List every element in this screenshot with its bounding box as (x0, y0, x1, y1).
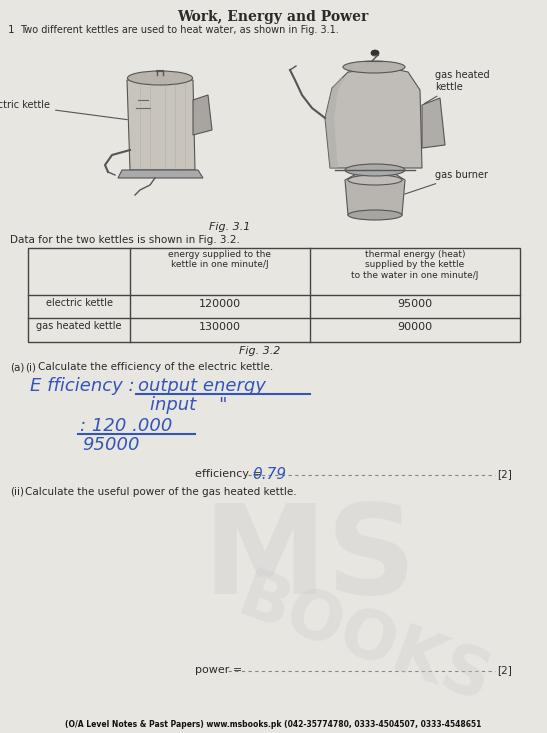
Polygon shape (422, 98, 445, 148)
Text: E fficiency :: E fficiency : (30, 377, 135, 395)
Polygon shape (127, 80, 195, 170)
Ellipse shape (345, 164, 405, 176)
Polygon shape (325, 78, 345, 168)
Text: energy supplied to the
kettle in one minute/J: energy supplied to the kettle in one min… (168, 250, 271, 270)
Polygon shape (325, 68, 422, 168)
Text: MS: MS (203, 499, 417, 621)
Text: Fig. 3.2: Fig. 3.2 (240, 346, 281, 356)
Polygon shape (118, 170, 203, 178)
Text: : 120 .000: : 120 .000 (80, 417, 172, 435)
Text: gas heated
kettle: gas heated kettle (424, 70, 490, 103)
Ellipse shape (348, 210, 402, 220)
Text: (O/A Level Notes & Past Papers) www.msbooks.pk (042-35774780, 0333-4504507, 0333: (O/A Level Notes & Past Papers) www.msbo… (65, 720, 481, 729)
Text: [2]: [2] (497, 469, 512, 479)
Text: 95000: 95000 (82, 436, 139, 454)
Text: 1: 1 (8, 25, 15, 35)
Text: Calculate the useful power of the gas heated kettle.: Calculate the useful power of the gas he… (25, 487, 296, 497)
Text: efficiency =: efficiency = (195, 469, 262, 479)
Ellipse shape (127, 71, 193, 85)
Text: [2]: [2] (497, 665, 512, 675)
Text: (ii): (ii) (10, 487, 24, 497)
Text: electric kettle: electric kettle (45, 298, 113, 308)
Text: 95000: 95000 (398, 299, 433, 309)
Text: output energy: output energy (138, 377, 266, 395)
Text: 0.79: 0.79 (252, 467, 286, 482)
Text: 90000: 90000 (398, 322, 433, 332)
Text: Data for the two kettles is shown in Fig. 3.2.: Data for the two kettles is shown in Fig… (10, 235, 240, 245)
Text: power =: power = (195, 665, 242, 675)
Text: gas burner: gas burner (405, 170, 488, 194)
Text: gas heated kettle: gas heated kettle (36, 321, 122, 331)
Polygon shape (193, 95, 212, 135)
Text: BOOKS: BOOKS (230, 564, 501, 716)
Text: (i): (i) (25, 362, 36, 372)
Ellipse shape (348, 175, 402, 185)
Ellipse shape (343, 61, 405, 73)
Ellipse shape (371, 50, 379, 56)
Text: (a): (a) (10, 362, 25, 372)
Text: thermal energy (heat)
supplied by the kettle
to the water in one minute/J: thermal energy (heat) supplied by the ke… (351, 250, 479, 280)
Text: Work, Energy and Power: Work, Energy and Power (177, 10, 369, 24)
Text: 130000: 130000 (199, 322, 241, 332)
Polygon shape (345, 172, 405, 215)
Text: Calculate the efficiency of the electric kettle.: Calculate the efficiency of the electric… (38, 362, 274, 372)
Text: 120000: 120000 (199, 299, 241, 309)
Bar (28, 248, 520, 342)
Text: Two different kettles are used to heat water, as shown in Fig. 3.1.: Two different kettles are used to heat w… (20, 25, 339, 35)
Text: input    ": input " (150, 396, 228, 414)
Text: Fig. 3.1: Fig. 3.1 (210, 222, 251, 232)
Text: electric kettle: electric kettle (0, 100, 127, 119)
